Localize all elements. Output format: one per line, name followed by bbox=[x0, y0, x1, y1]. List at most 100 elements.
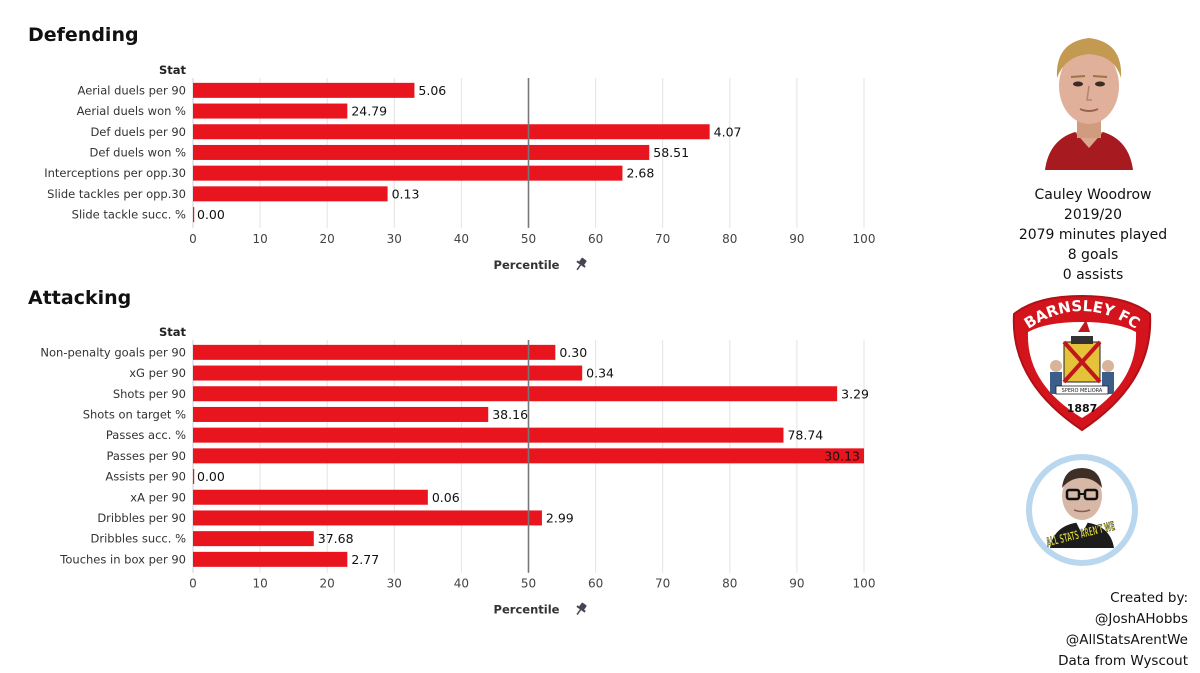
credits: Created by: @JoshAHobbs @AllStatsArentWe… bbox=[1058, 588, 1188, 672]
data-label: 0.00 bbox=[197, 469, 225, 484]
category-label: Def duels per 90 bbox=[90, 125, 186, 139]
bar[interactable] bbox=[193, 144, 650, 160]
all-stats-arent-we-logo: ALL STATS AREN'T WE bbox=[1026, 454, 1138, 566]
data-label: 0.13 bbox=[392, 186, 420, 201]
category-label: Touches in box per 90 bbox=[59, 552, 186, 566]
x-tick-label: 50 bbox=[521, 232, 536, 246]
bar[interactable] bbox=[193, 82, 415, 98]
category-label: Shots per 90 bbox=[113, 387, 186, 401]
data-label: 0.06 bbox=[432, 490, 460, 505]
category-label: Slide tackles per opp.30 bbox=[47, 187, 186, 201]
category-label: Def duels won % bbox=[90, 145, 187, 159]
player-photo bbox=[1035, 20, 1143, 170]
bar[interactable] bbox=[193, 406, 489, 422]
crest-motto: SPERO MELIORA bbox=[1062, 388, 1103, 394]
data-label: 37.68 bbox=[318, 531, 354, 546]
category-label: Passes per 90 bbox=[106, 449, 186, 463]
bar[interactable] bbox=[193, 386, 838, 402]
credits-line-3: @AllStatsArentWe bbox=[1065, 632, 1188, 648]
y-axis-label: Stat bbox=[159, 325, 187, 339]
data-label: 4.07 bbox=[714, 124, 742, 139]
x-tick-label: 30 bbox=[387, 577, 402, 591]
player-goals: 8 goals bbox=[1067, 247, 1119, 263]
player-info: Cauley Woodrow 2019/20 2079 minutes play… bbox=[988, 185, 1198, 285]
data-label: 0.00 bbox=[197, 207, 225, 222]
data-label: 3.29 bbox=[841, 386, 869, 401]
bar[interactable] bbox=[193, 103, 348, 119]
data-label: 78.74 bbox=[787, 428, 823, 443]
x-tick-label: 70 bbox=[655, 232, 670, 246]
bar[interactable] bbox=[193, 427, 784, 443]
x-tick-label: 40 bbox=[454, 232, 469, 246]
category-label: Slide tackle succ. % bbox=[72, 208, 186, 222]
x-tick-label: 10 bbox=[252, 577, 267, 591]
data-label: 2.68 bbox=[626, 166, 654, 181]
x-tick-label: 20 bbox=[320, 232, 335, 246]
category-label: Dribbles succ. % bbox=[91, 532, 187, 546]
bar[interactable] bbox=[193, 469, 195, 485]
x-tick-label: 90 bbox=[789, 232, 804, 246]
bar[interactable] bbox=[193, 165, 623, 181]
bar[interactable] bbox=[193, 531, 314, 547]
data-label: 38.16 bbox=[492, 407, 528, 422]
x-tick-label: 60 bbox=[588, 577, 603, 591]
category-label: Dribbles per 90 bbox=[97, 511, 186, 525]
x-tick-label: 20 bbox=[320, 577, 335, 591]
category-label: Aerial duels per 90 bbox=[78, 83, 186, 97]
bar[interactable] bbox=[193, 207, 195, 223]
pin-icon[interactable] bbox=[573, 256, 589, 272]
category-label: Shots on target % bbox=[83, 407, 186, 421]
player-name: Cauley Woodrow bbox=[1034, 187, 1152, 203]
data-label: 30.13 bbox=[824, 448, 860, 463]
x-tick-label: 70 bbox=[655, 577, 670, 591]
x-tick-label: 60 bbox=[588, 232, 603, 246]
data-label: 2.77 bbox=[351, 552, 379, 567]
x-tick-label: 30 bbox=[387, 232, 402, 246]
bar[interactable] bbox=[193, 551, 348, 567]
x-tick-label: 0 bbox=[189, 577, 197, 591]
category-label: xG per 90 bbox=[129, 366, 186, 380]
x-tick-label: 10 bbox=[252, 232, 267, 246]
x-tick-label: 0 bbox=[189, 232, 197, 246]
x-tick-label: 40 bbox=[454, 577, 469, 591]
credits-line-1: Created by: bbox=[1110, 590, 1188, 606]
credits-line-4: Data from Wyscout bbox=[1058, 653, 1188, 669]
x-tick-label: 80 bbox=[722, 577, 737, 591]
data-label: 2.99 bbox=[546, 510, 574, 525]
credits-line-2: @JoshAHobbs bbox=[1094, 611, 1188, 627]
category-label: xA per 90 bbox=[130, 490, 186, 504]
crest-year: 1887 bbox=[1067, 402, 1098, 415]
attacking-chart: Stat Non-penalty goals per 90 0.30 xG per 9… bbox=[40, 325, 876, 617]
x-tick-label: 50 bbox=[521, 577, 536, 591]
x-tick-label: 100 bbox=[853, 577, 876, 591]
pin-icon[interactable] bbox=[573, 601, 589, 617]
bar[interactable] bbox=[193, 510, 542, 526]
player-minutes: 2079 minutes played bbox=[1018, 227, 1168, 243]
data-label: 0.30 bbox=[559, 345, 587, 360]
data-label: 24.79 bbox=[351, 104, 387, 119]
player-season: 2019/20 bbox=[1063, 207, 1123, 223]
y-axis-label: Stat bbox=[159, 63, 187, 77]
defending-chart: Stat Aerial duels per 90 5.06 Aerial duels … bbox=[44, 63, 876, 272]
defending-title: Defending bbox=[28, 24, 139, 46]
bar[interactable] bbox=[193, 489, 428, 505]
category-label: Non-penalty goals per 90 bbox=[40, 345, 186, 359]
club-crest-logo: BARNSLEY FC SPERO MELIORA 1887 bbox=[1012, 294, 1152, 432]
attacking-title: Attacking bbox=[28, 287, 132, 309]
x-tick-label: 100 bbox=[853, 232, 876, 246]
data-label: 0.34 bbox=[586, 366, 614, 381]
bar[interactable] bbox=[193, 365, 583, 381]
data-label: 58.51 bbox=[653, 145, 689, 160]
category-label: Aerial duels won % bbox=[77, 104, 186, 118]
category-label: Passes acc. % bbox=[106, 428, 186, 442]
x-axis-label: Percentile bbox=[494, 258, 560, 272]
category-label: Assists per 90 bbox=[105, 470, 186, 484]
bar[interactable] bbox=[193, 344, 556, 360]
bar[interactable] bbox=[193, 124, 710, 140]
bar[interactable] bbox=[193, 186, 388, 202]
x-axis-label: Percentile bbox=[494, 603, 560, 617]
x-tick-label: 80 bbox=[722, 232, 737, 246]
data-label: 5.06 bbox=[418, 83, 446, 98]
category-label: Interceptions per opp.30 bbox=[44, 166, 186, 180]
player-assists: 0 assists bbox=[1062, 267, 1124, 283]
